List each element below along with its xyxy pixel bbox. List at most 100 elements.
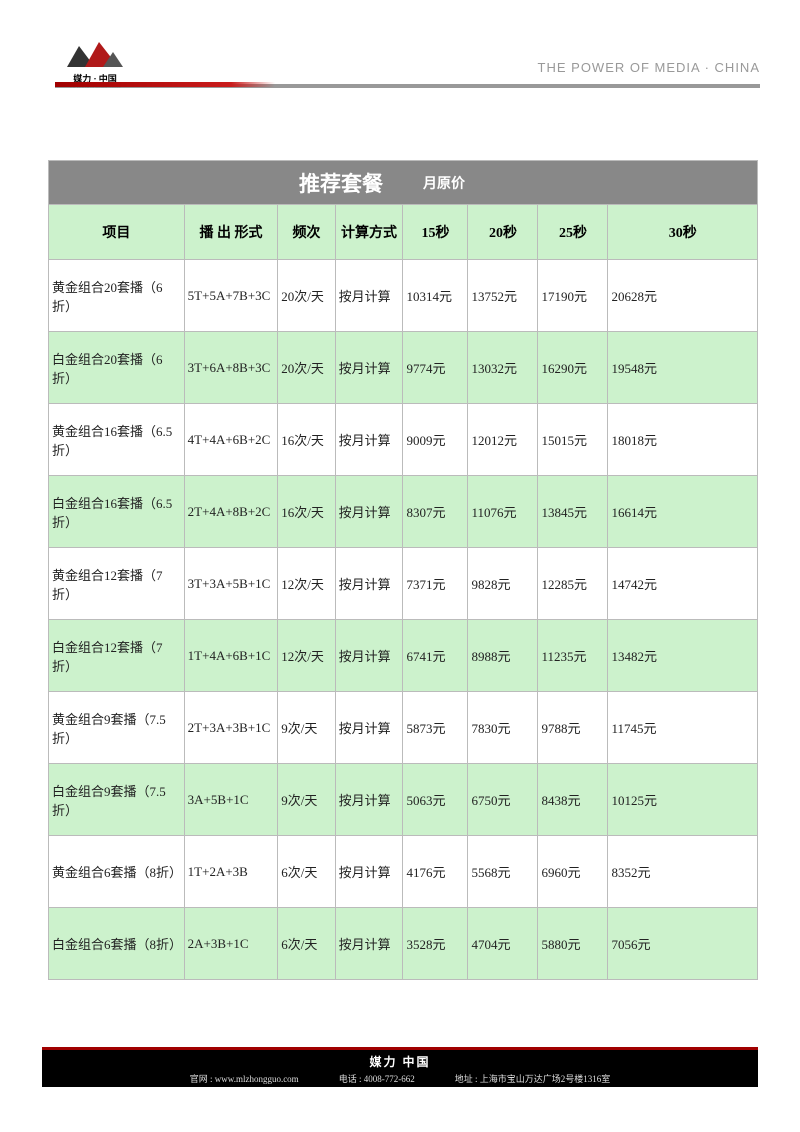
table-cell: 按月计算 bbox=[335, 908, 403, 980]
table-cell: 按月计算 bbox=[335, 692, 403, 764]
table-cell: 9次/天 bbox=[278, 764, 335, 836]
table-cell: 16次/天 bbox=[278, 476, 335, 548]
col-header: 15秒 bbox=[403, 205, 468, 260]
table-row: 白金组合16套播（6.5折）2T+4A+8B+2C16次/天按月计算8307元1… bbox=[49, 476, 758, 548]
table-cell: 13482元 bbox=[608, 620, 758, 692]
col-header: 项目 bbox=[49, 205, 185, 260]
table-cell: 8438元 bbox=[538, 764, 608, 836]
table-cell: 15015元 bbox=[538, 404, 608, 476]
table-cell: 4T+4A+6B+2C bbox=[184, 404, 278, 476]
table-cell: 13845元 bbox=[538, 476, 608, 548]
table-cell: 7056元 bbox=[608, 908, 758, 980]
table-cell: 12285元 bbox=[538, 548, 608, 620]
table-header-row: 项目 播 出 形式 频次 计算方式 15秒 20秒 25秒 30秒 bbox=[49, 205, 758, 260]
table-cell: 6次/天 bbox=[278, 836, 335, 908]
table-cell: 按月计算 bbox=[335, 404, 403, 476]
table-row: 白金组合12套播（7折）1T+4A+6B+1C12次/天按月计算6741元898… bbox=[49, 620, 758, 692]
table-cell: 3528元 bbox=[403, 908, 468, 980]
table-cell: 按月计算 bbox=[335, 836, 403, 908]
footer-info: 官网 : www.mlzhongguo.com 电话 : 4008-772-66… bbox=[190, 1072, 610, 1085]
footer-address: 地址 : 上海市宝山万达广场2号楼1316室 bbox=[455, 1072, 611, 1085]
table-cell: 11745元 bbox=[608, 692, 758, 764]
table-cell: 9828元 bbox=[468, 548, 538, 620]
table-cell: 17190元 bbox=[538, 260, 608, 332]
table-cell: 5063元 bbox=[403, 764, 468, 836]
table-cell: 3T+3A+5B+1C bbox=[184, 548, 278, 620]
table-cell: 6750元 bbox=[468, 764, 538, 836]
header-tagline: THE POWER OF MEDIA · CHINA bbox=[538, 60, 760, 75]
col-header: 计算方式 bbox=[335, 205, 403, 260]
pricing-table: 推荐套餐 月原价 项目 播 出 形式 频次 计算方式 15秒 20秒 25秒 3… bbox=[48, 160, 758, 980]
table-cell: 11076元 bbox=[468, 476, 538, 548]
table-row: 黄金组合6套播（8折）1T+2A+3B6次/天按月计算4176元5568元696… bbox=[49, 836, 758, 908]
table-cell: 黄金组合16套播（6.5折） bbox=[49, 404, 185, 476]
table-cell: 白金组合9套播（7.5折） bbox=[49, 764, 185, 836]
header-divider bbox=[55, 82, 800, 88]
table-cell: 18018元 bbox=[608, 404, 758, 476]
col-header: 播 出 形式 bbox=[184, 205, 278, 260]
table-cell: 16次/天 bbox=[278, 404, 335, 476]
table-row: 黄金组合9套播（7.5折）2T+3A+3B+1C9次/天按月计算5873元783… bbox=[49, 692, 758, 764]
table-cell: 8307元 bbox=[403, 476, 468, 548]
table-cell: 11235元 bbox=[538, 620, 608, 692]
table-cell: 12012元 bbox=[468, 404, 538, 476]
table-title-sub: 月原价 bbox=[403, 161, 758, 205]
table-cell: 4704元 bbox=[468, 908, 538, 980]
table-cell: 黄金组合9套播（7.5折） bbox=[49, 692, 185, 764]
table-cell: 3A+5B+1C bbox=[184, 764, 278, 836]
table-cell: 20次/天 bbox=[278, 332, 335, 404]
table-row: 黄金组合20套播（6折）5T+5A+7B+3C20次/天按月计算10314元13… bbox=[49, 260, 758, 332]
table-cell: 按月计算 bbox=[335, 620, 403, 692]
table-title-main: 推荐套餐 bbox=[49, 161, 403, 205]
table-cell: 10314元 bbox=[403, 260, 468, 332]
table-cell: 19548元 bbox=[608, 332, 758, 404]
footer-phone: 电话 : 4008-772-662 bbox=[339, 1072, 415, 1085]
table-cell: 按月计算 bbox=[335, 260, 403, 332]
table-cell: 4176元 bbox=[403, 836, 468, 908]
table-cell: 黄金组合12套播（7折） bbox=[49, 548, 185, 620]
table-cell: 12次/天 bbox=[278, 620, 335, 692]
table-cell: 白金组合16套播（6.5折） bbox=[49, 476, 185, 548]
table-title-row: 推荐套餐 月原价 bbox=[49, 161, 758, 205]
footer-brand: 媒力 中国 bbox=[369, 1053, 430, 1070]
table-cell: 20次/天 bbox=[278, 260, 335, 332]
table-cell: 黄金组合6套播（8折） bbox=[49, 836, 185, 908]
table-cell: 2T+4A+8B+2C bbox=[184, 476, 278, 548]
table-cell: 14742元 bbox=[608, 548, 758, 620]
table-cell: 6741元 bbox=[403, 620, 468, 692]
col-header: 20秒 bbox=[468, 205, 538, 260]
table-cell: 白金组合6套播（8折） bbox=[49, 908, 185, 980]
footer-website: 官网 : www.mlzhongguo.com bbox=[190, 1072, 299, 1085]
table-cell: 2T+3A+3B+1C bbox=[184, 692, 278, 764]
table-row: 黄金组合12套播（7折）3T+3A+5B+1C12次/天按月计算7371元982… bbox=[49, 548, 758, 620]
table-cell: 2A+3B+1C bbox=[184, 908, 278, 980]
table-cell: 按月计算 bbox=[335, 476, 403, 548]
table-cell: 6960元 bbox=[538, 836, 608, 908]
table-cell: 9009元 bbox=[403, 404, 468, 476]
table-cell: 13752元 bbox=[468, 260, 538, 332]
table-cell: 16290元 bbox=[538, 332, 608, 404]
table-row: 白金组合20套播（6折）3T+6A+8B+3C20次/天按月计算9774元130… bbox=[49, 332, 758, 404]
table-cell: 7371元 bbox=[403, 548, 468, 620]
table-cell: 1T+2A+3B bbox=[184, 836, 278, 908]
table-cell: 6次/天 bbox=[278, 908, 335, 980]
table-cell: 8988元 bbox=[468, 620, 538, 692]
logo-icon bbox=[65, 40, 125, 70]
content-area: 推荐套餐 月原价 项目 播 出 形式 频次 计算方式 15秒 20秒 25秒 3… bbox=[0, 85, 800, 980]
table-cell: 3T+6A+8B+3C bbox=[184, 332, 278, 404]
col-header: 30秒 bbox=[608, 205, 758, 260]
table-row: 黄金组合16套播（6.5折）4T+4A+6B+2C16次/天按月计算9009元1… bbox=[49, 404, 758, 476]
table-cell: 按月计算 bbox=[335, 548, 403, 620]
table-cell: 5880元 bbox=[538, 908, 608, 980]
table-cell: 9788元 bbox=[538, 692, 608, 764]
table-cell: 9774元 bbox=[403, 332, 468, 404]
table-cell: 13032元 bbox=[468, 332, 538, 404]
table-row: 白金组合6套播（8折）2A+3B+1C6次/天按月计算3528元4704元588… bbox=[49, 908, 758, 980]
table-cell: 8352元 bbox=[608, 836, 758, 908]
table-cell: 按月计算 bbox=[335, 332, 403, 404]
table-row: 白金组合9套播（7.5折）3A+5B+1C9次/天按月计算5063元6750元8… bbox=[49, 764, 758, 836]
table-cell: 按月计算 bbox=[335, 764, 403, 836]
table-cell: 白金组合20套播（6折） bbox=[49, 332, 185, 404]
col-header: 25秒 bbox=[538, 205, 608, 260]
table-cell: 黄金组合20套播（6折） bbox=[49, 260, 185, 332]
